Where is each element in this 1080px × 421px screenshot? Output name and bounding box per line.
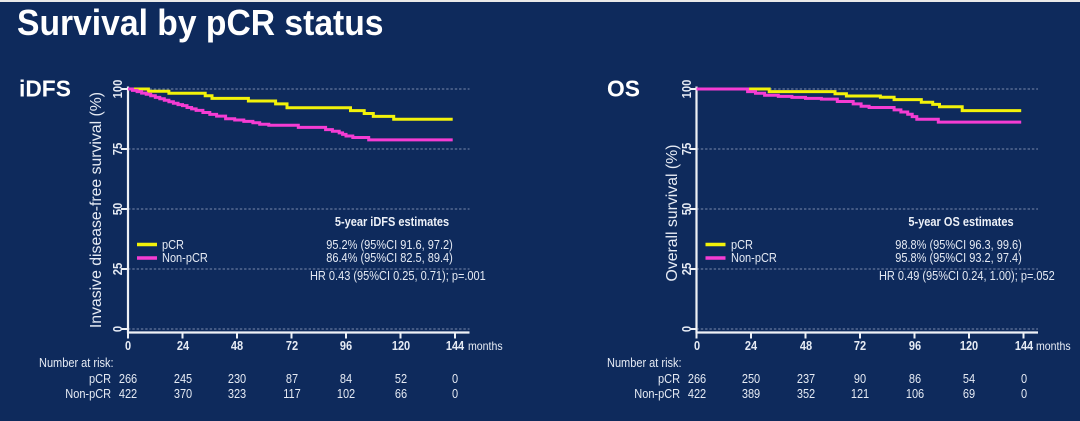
os-x-axis-unit: months — [1036, 338, 1071, 353]
os-risk-value-non-pcr-0: 422 — [687, 387, 706, 401]
page-title: Survival by pCR status — [16, 3, 384, 44]
os-y-tick-label-100: 100 — [679, 79, 694, 99]
os-legend-label-non-pcr: Non-pCR — [730, 251, 777, 265]
idfs-risk-value-pcr-72: 87 — [285, 371, 298, 386]
os-x-tick-label-0: 0 — [693, 338, 700, 353]
idfs-x-tick-label-48: 48 — [230, 338, 244, 353]
os-risk-value-pcr-96: 86 — [908, 371, 921, 386]
idfs-risk-row-label-non-pcr: Non-pCR — [65, 387, 112, 401]
idfs-x-tick-label-72: 72 — [285, 338, 298, 353]
os-y-axis-title: Overall survival (%) — [663, 144, 681, 281]
idfs-estimate-pcr: 95.2% (95%CI 91.6, 97.2) — [326, 237, 453, 252]
os-risk-row-label-pcr: pCR — [657, 371, 680, 386]
idfs-risk-value-pcr-144: 0 — [451, 371, 459, 386]
os-y-tick-label-0: 0 — [679, 325, 694, 333]
os-risk-value-pcr-0: 266 — [687, 371, 706, 386]
os-curve-pcr — [696, 87, 1022, 113]
idfs-curve-non-pcr — [128, 87, 453, 142]
os-hazard-ratio-line: HR 0.49 (95%CI 0.24, 1.00); p=.052 — [878, 269, 1055, 283]
os-risk-value-non-pcr-96: 106 — [905, 387, 924, 401]
idfs-y-tick-label-50: 50 — [110, 202, 125, 216]
idfs-risk-value-non-pcr-96: 102 — [336, 387, 356, 401]
os-y-tick-label-25: 25 — [679, 262, 694, 276]
os-estimates-title: 5-year OS estimates — [907, 215, 1014, 229]
idfs-x-tick-label-96: 96 — [339, 338, 353, 353]
idfs-risk-row-label-pcr: pCR — [89, 371, 112, 386]
os-x-tick-label-96: 96 — [908, 338, 921, 353]
idfs-estimate-non-pcr: 86.4% (95%CI 82.5, 89.4) — [326, 251, 453, 265]
os-y-tick-label-75: 75 — [679, 142, 694, 156]
idfs-x-axis-unit: months — [467, 338, 503, 353]
idfs-risk-value-pcr-48: 230 — [227, 371, 247, 386]
os-x-tick-label-48: 48 — [799, 338, 812, 353]
os-risk-value-non-pcr-24: 389 — [741, 387, 761, 401]
os-risk-value-non-pcr-72: 121 — [850, 387, 870, 401]
os-risk-value-non-pcr-120: 69 — [962, 387, 976, 401]
idfs-estimates-title: 5-year iDFS estimates — [334, 215, 450, 229]
panel-label-idfs: iDFS — [19, 75, 71, 102]
idfs-y-tick-label-0: 0 — [110, 325, 125, 333]
os-legend-label-pcr: pCR — [730, 237, 753, 252]
idfs-risk-value-non-pcr-120: 66 — [394, 387, 407, 401]
os-risk-value-pcr-144: 0 — [1020, 371, 1027, 386]
idfs-risk-value-non-pcr-48: 323 — [227, 387, 247, 401]
idfs-number-at-risk-label: Number at risk: — [38, 356, 114, 370]
os-curve-non-pcr — [696, 87, 1022, 124]
idfs-y-tick-label-100: 100 — [110, 79, 125, 99]
idfs-curve-pcr — [128, 87, 453, 121]
idfs-x-tick-label-120: 120 — [391, 338, 410, 353]
idfs-y-axis-title: Invasive disease-free survival (%) — [87, 91, 105, 329]
os-estimate-non-pcr: 95.8% (95%CI 93.2, 97.4) — [894, 251, 1022, 265]
idfs-legend-label-non-pcr: Non-pCR — [162, 251, 208, 265]
idfs-x-tick-label-144: 144 — [445, 338, 465, 353]
os-estimate-pcr: 98.8% (95%CI 96.3, 99.6) — [894, 237, 1022, 252]
idfs-legend-label-pcr: pCR — [162, 237, 185, 252]
idfs-risk-value-pcr-0: 266 — [118, 371, 138, 386]
idfs-x-tick-label-0: 0 — [124, 338, 132, 353]
idfs-risk-value-pcr-120: 52 — [394, 371, 407, 386]
idfs-hazard-ratio-line: HR 0.43 (95%CI 0.25, 0.71); p=.001 — [310, 269, 486, 283]
os-number-at-risk-label: Number at risk: — [607, 356, 682, 370]
os-risk-value-non-pcr-144: 0 — [1020, 387, 1027, 401]
idfs-y-tick-label-25: 25 — [110, 262, 125, 276]
idfs-risk-value-non-pcr-0: 422 — [118, 387, 138, 401]
os-x-tick-label-144: 144 — [1014, 338, 1033, 353]
os-risk-value-non-pcr-48: 352 — [796, 387, 815, 401]
idfs-risk-value-non-pcr-72: 117 — [282, 387, 301, 401]
top-strip — [0, 0, 1080, 2]
idfs-risk-value-pcr-96: 84 — [339, 371, 353, 386]
panel-label-os: OS — [607, 75, 640, 102]
idfs-y-tick-label-75: 75 — [110, 142, 125, 156]
os-y-tick-label-50: 50 — [679, 202, 694, 216]
idfs-risk-value-non-pcr-24: 370 — [173, 387, 192, 401]
os-risk-value-pcr-24: 250 — [741, 371, 761, 386]
os-x-tick-label-120: 120 — [959, 338, 979, 353]
os-risk-value-pcr-72: 90 — [853, 371, 867, 386]
os-x-tick-label-72: 72 — [853, 338, 867, 353]
idfs-risk-value-pcr-24: 245 — [173, 371, 192, 386]
idfs-risk-value-non-pcr-144: 0 — [451, 387, 459, 401]
os-risk-row-label-non-pcr: Non-pCR — [634, 387, 680, 401]
idfs-x-tick-label-24: 24 — [176, 338, 189, 353]
os-risk-value-pcr-120: 54 — [962, 371, 976, 386]
os-risk-value-pcr-48: 237 — [796, 371, 815, 386]
os-x-tick-label-24: 24 — [744, 338, 758, 353]
